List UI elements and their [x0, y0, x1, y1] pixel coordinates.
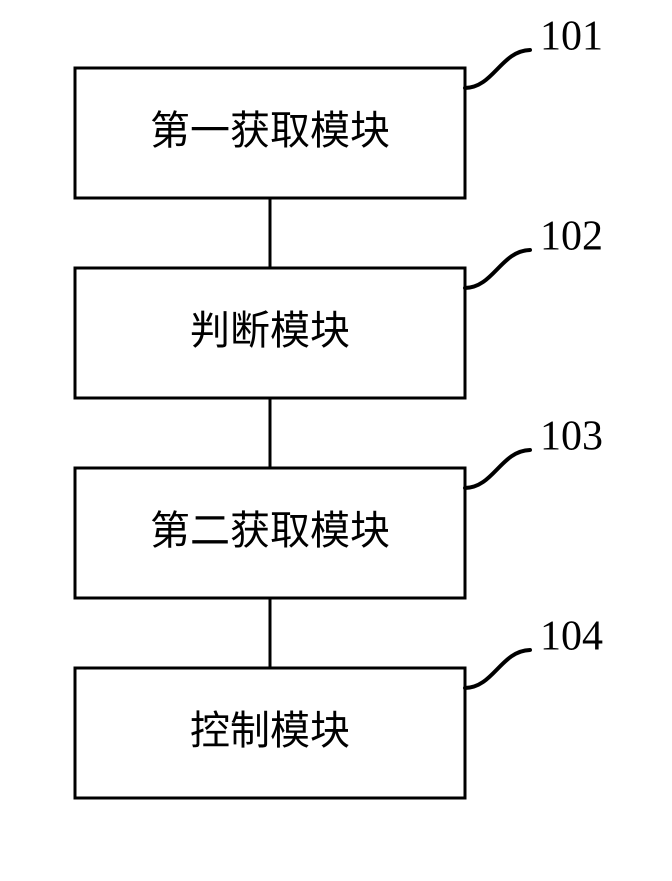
flowchart-node-label: 第二获取模块 — [150, 508, 390, 553]
reference-number: 103 — [540, 414, 603, 460]
callout-squiggle — [465, 250, 530, 288]
flowchart-node-label: 控制模块 — [190, 708, 350, 753]
flowchart-node-label: 判断模块 — [190, 308, 350, 353]
reference-number: 102 — [540, 214, 603, 260]
callout-squiggle — [465, 650, 530, 688]
flowchart-node-label: 第一获取模块 — [150, 108, 390, 153]
reference-number: 101 — [540, 14, 603, 60]
reference-number: 104 — [540, 614, 603, 660]
flowchart-canvas: 第一获取模块 101 判断模块 102 第二获取模块 103 控制模块 104 — [0, 0, 672, 881]
callout-squiggle — [465, 50, 530, 88]
callout-squiggle — [465, 450, 530, 488]
